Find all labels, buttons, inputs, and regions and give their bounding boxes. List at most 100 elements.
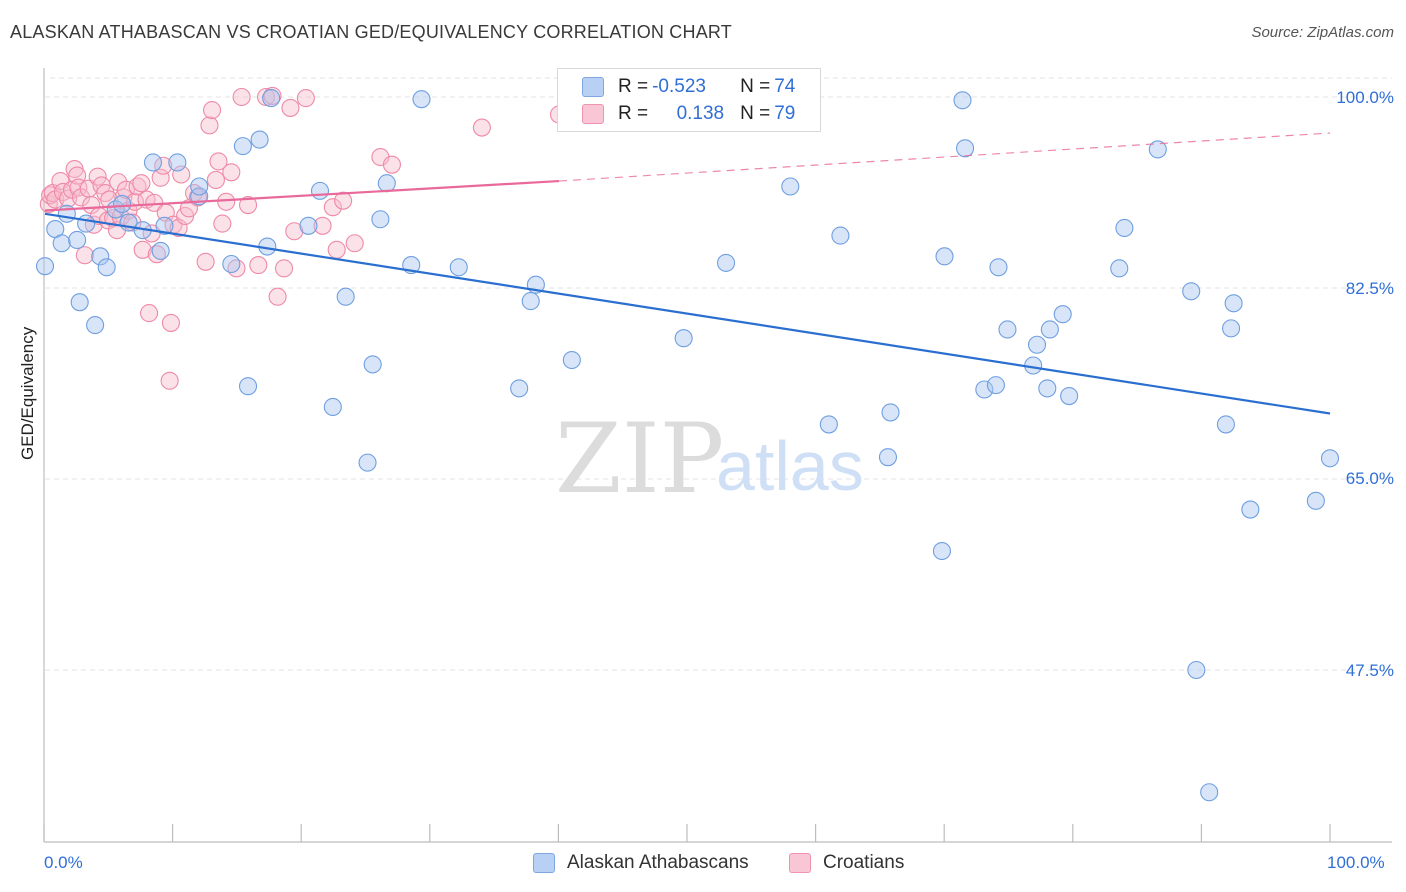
athabascan-point bbox=[781, 177, 800, 196]
croatian-point bbox=[285, 222, 304, 241]
athabascan-trend-line bbox=[44, 212, 1331, 415]
croatians-points bbox=[39, 86, 569, 390]
athabascan-point bbox=[68, 230, 87, 250]
athabascan-point bbox=[1060, 387, 1079, 406]
bottom-legend-croatian: Croatians bbox=[789, 852, 904, 874]
croatian-point bbox=[161, 313, 180, 332]
legend-n-label: N = bbox=[740, 103, 771, 124]
athabascan-point bbox=[358, 453, 377, 472]
croatian-point bbox=[345, 234, 364, 253]
athabascan-point bbox=[70, 293, 89, 312]
croatian-point bbox=[172, 165, 191, 184]
croatian-point bbox=[209, 152, 228, 171]
croatian-point bbox=[382, 155, 402, 174]
athabascan-point bbox=[91, 247, 110, 266]
legend-n-value: 79 bbox=[774, 103, 796, 124]
croatian-point bbox=[160, 371, 179, 390]
athabascan-point bbox=[1115, 218, 1134, 238]
athabascan-point bbox=[377, 174, 396, 193]
athabascan-point bbox=[998, 320, 1017, 339]
bottom-legend-athabascan: Alaskan Athabascans bbox=[533, 852, 749, 874]
legend-n-label: N = bbox=[740, 76, 771, 97]
athabascan-point bbox=[97, 258, 116, 277]
athabascan-point bbox=[1200, 783, 1219, 802]
athabascan-point bbox=[222, 254, 241, 274]
croatian-point bbox=[232, 87, 251, 107]
athabascan-point bbox=[250, 130, 269, 149]
athabascan-point bbox=[986, 376, 1005, 395]
athabascan-point bbox=[336, 287, 355, 306]
croatian-point bbox=[206, 170, 225, 189]
legend-swatch-blue bbox=[582, 77, 604, 97]
bottom-legend-swatch-pink bbox=[789, 853, 811, 873]
athabascan-point bbox=[35, 257, 55, 276]
croatian-point bbox=[133, 240, 152, 259]
croatian-point bbox=[88, 167, 107, 186]
athabascan-point bbox=[1182, 282, 1201, 301]
legend-r-label: R = bbox=[618, 103, 649, 124]
legend-r-value: 0.138 bbox=[676, 103, 725, 124]
croatian-trend-line bbox=[44, 179, 560, 212]
athabascan-point bbox=[143, 153, 162, 172]
croatian-point bbox=[217, 192, 236, 211]
ytick-label-100: 100.0% bbox=[1336, 88, 1394, 107]
croatian-point bbox=[154, 156, 173, 175]
athabascan-point bbox=[819, 415, 838, 434]
croatian-point bbox=[238, 196, 258, 215]
athabascan-point bbox=[299, 216, 318, 235]
legend-n-value: 74 bbox=[774, 76, 796, 97]
athabascan-point bbox=[310, 181, 330, 200]
bottom-legend-label: Croatians bbox=[823, 852, 905, 873]
legend-r-value: -0.523 bbox=[652, 76, 706, 97]
croatian-point bbox=[213, 214, 232, 233]
athabascan-point bbox=[831, 226, 850, 245]
athabascan-point bbox=[449, 258, 468, 277]
athabascan-point bbox=[168, 153, 187, 172]
athabascan-point bbox=[1216, 415, 1235, 434]
croatian-point bbox=[151, 168, 170, 187]
croatian-point bbox=[140, 304, 159, 323]
ytick-label-65: 65.0% bbox=[1345, 469, 1394, 488]
legend-r-label: R = bbox=[618, 76, 649, 97]
athabascan-point bbox=[1110, 259, 1129, 278]
athabascan-point bbox=[989, 258, 1008, 277]
croatian-point bbox=[274, 259, 294, 278]
athabascan-point bbox=[975, 380, 994, 399]
croatian-point bbox=[296, 89, 315, 108]
athabascan-point bbox=[1053, 305, 1072, 324]
croatian-point bbox=[75, 246, 94, 265]
athabascan-point bbox=[233, 137, 252, 156]
stats-legend: R = -0.523 N = 74 R = 0.138 N = 79 bbox=[557, 68, 821, 132]
athabascan-point bbox=[86, 316, 105, 335]
croatian-point bbox=[203, 101, 222, 120]
athabascan-point bbox=[1027, 335, 1047, 354]
athabascan-point bbox=[323, 397, 342, 417]
croatian-point bbox=[268, 287, 287, 306]
legend-row-athabascan: R = -0.523 N = 74 bbox=[582, 75, 795, 99]
athabascan-point bbox=[562, 350, 581, 370]
athabascan-point bbox=[52, 234, 71, 253]
athabascan-point bbox=[1038, 379, 1057, 398]
ytick-label-47-5: 47.5% bbox=[1345, 661, 1394, 680]
croatian-point bbox=[200, 116, 219, 135]
chart-title: ALASKAN ATHABASCAN VS CROATIAN GED/EQUIV… bbox=[10, 22, 732, 42]
athabascan-point bbox=[262, 89, 281, 108]
croatian-point bbox=[281, 98, 300, 117]
croatian-trend-extension bbox=[558, 132, 1331, 182]
athabascan-point bbox=[113, 194, 132, 214]
athabascan-point bbox=[1320, 449, 1340, 468]
athabascan-point bbox=[151, 241, 170, 260]
legend-row-croatian: R = 0.138 N = 79 bbox=[582, 102, 795, 126]
athabascan-point bbox=[371, 210, 390, 229]
athabascan-point bbox=[155, 216, 174, 235]
athabascan-point bbox=[412, 90, 431, 109]
croatian-point bbox=[46, 190, 65, 209]
gridlines bbox=[45, 77, 1392, 671]
athabascan-point bbox=[510, 379, 529, 398]
athabascan-point bbox=[935, 247, 954, 266]
athabascan-point bbox=[674, 329, 693, 348]
bottom-legend-label: Alaskan Athabascans bbox=[567, 852, 749, 873]
athabascan-point bbox=[190, 177, 209, 196]
croatian-point bbox=[313, 216, 332, 235]
